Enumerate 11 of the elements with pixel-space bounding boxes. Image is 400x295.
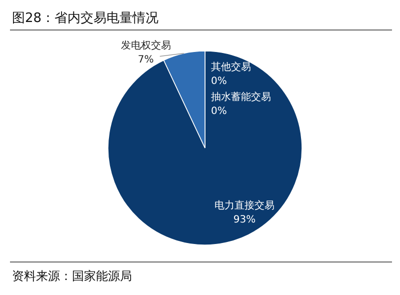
text: 资料来源：国家能源局: [12, 269, 132, 283]
chart-title: 图28：省内交易电量情况: [12, 10, 159, 26]
slice-label: 发电权交易: [120, 39, 171, 52]
data-label: 93%: [233, 214, 256, 226]
text: 0%: [211, 106, 227, 117]
category-label: 其他交易: [211, 62, 251, 73]
slice-label: 电力直接交易: [214, 200, 275, 212]
data-label: 7%: [138, 54, 154, 66]
pie-slice: [108, 50, 302, 246]
category-label: 抽水蓄能交易: [211, 92, 271, 103]
text: 0%: [211, 76, 227, 87]
